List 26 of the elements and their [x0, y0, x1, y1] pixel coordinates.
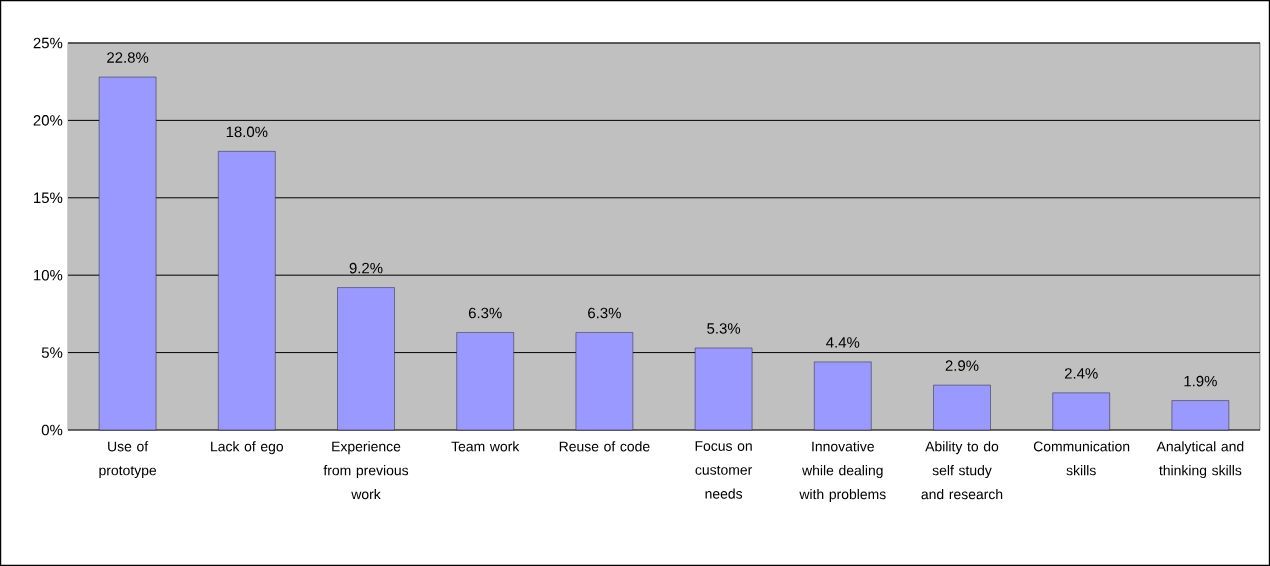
x-tick-label: Ability to do self study and research [921, 441, 1003, 500]
x-tick-label: Innovative while dealing with problems [799, 441, 886, 502]
x-tick-label: Team work [451, 441, 520, 452]
y-tick-label: 10% [34, 269, 63, 281]
x-tick-label: Experience from previous work [323, 441, 409, 500]
y-tick-label: 20% [33, 115, 63, 126]
x-tick-label: Use of prototype [99, 441, 157, 479]
x-tick-label: Analytical and thinking skills [1156, 441, 1244, 479]
data-label: 2.9% [945, 360, 979, 371]
x-tick-label: Lack of ego [211, 441, 284, 455]
y-tick-label: 0% [41, 424, 63, 436]
data-label: 6.3% [588, 307, 621, 319]
data-label: 5.3% [707, 323, 741, 334]
x-tick-label: Communication skills [1033, 441, 1130, 476]
x-tick-label: Reuse of code [559, 441, 650, 452]
y-tick-label: 25% [33, 37, 63, 49]
y-tick-label: 15% [34, 192, 63, 204]
data-label: 6.3% [468, 307, 502, 319]
data-label: 1.9% [1184, 375, 1217, 387]
data-label: 4.4% [826, 337, 860, 348]
y-tick-label: 5% [41, 347, 63, 358]
data-label: 18.0% [226, 126, 268, 138]
data-label: 2.4% [1064, 368, 1098, 379]
data-label: 22.8% [107, 52, 149, 63]
x-tick-label: Focus on customer needs [695, 441, 753, 499]
data-label: 9.2% [349, 262, 383, 274]
